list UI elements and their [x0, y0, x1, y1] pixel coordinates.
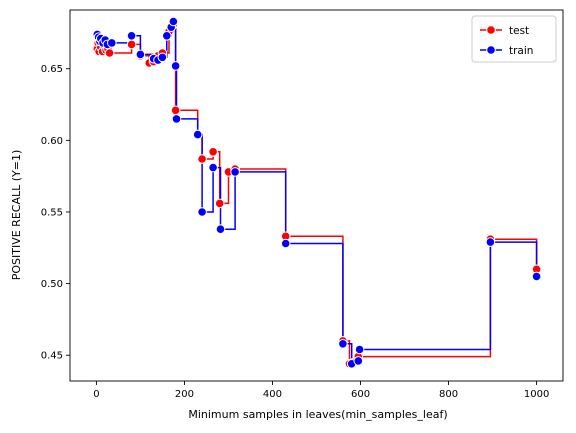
- data-point-train: [338, 339, 348, 349]
- data-point-train: [485, 237, 496, 247]
- x-tick-label: 600: [351, 389, 370, 400]
- y-axis-label: POSITIVE RECALL (Y=1): [10, 150, 23, 281]
- data-point-train: [280, 238, 291, 249]
- legend: test train: [471, 15, 557, 63]
- legend-marker-test: [486, 25, 496, 35]
- series-line-train: [97, 20, 538, 365]
- data-point-train: [126, 31, 137, 41]
- data-point-train: [171, 114, 182, 124]
- data-point-train: [531, 271, 542, 282]
- data-point-train: [215, 224, 226, 234]
- series-layer: [92, 16, 542, 369]
- plot-frame: [69, 9, 564, 382]
- legend-marker-train: [486, 45, 496, 55]
- x-tick-label: 400: [263, 389, 282, 400]
- data-point-train: [192, 129, 203, 140]
- x-axis-label: Minimum samples in leaves(min_samples_le…: [188, 408, 447, 421]
- y-tick-label: 0.50: [41, 279, 63, 290]
- data-point-train: [162, 31, 172, 41]
- data-point-train: [157, 52, 168, 63]
- data-point-test: [208, 147, 218, 157]
- data-point-test: [126, 39, 137, 50]
- series-line-test: [97, 23, 538, 365]
- data-point-train: [230, 167, 240, 177]
- y-tick-label: 0.45: [41, 351, 63, 362]
- x-tick-label: 200: [175, 389, 194, 400]
- data-point-train: [354, 344, 365, 355]
- data-point-train: [170, 61, 181, 71]
- data-point-train: [208, 162, 218, 173]
- data-point-train: [135, 49, 146, 60]
- data-point-train: [168, 16, 179, 27]
- x-tick-label: 0: [93, 389, 99, 400]
- data-point-test: [197, 154, 207, 164]
- data-point-train: [197, 207, 207, 217]
- axis-layer: 0 200 400 600 800 1000 0.45 0.50 0.55 0.60 0.65: [41, 9, 564, 400]
- data-point-train: [107, 38, 117, 48]
- legend-label-test: test: [509, 25, 529, 37]
- y-tick-label: 0.60: [41, 136, 63, 147]
- x-tick-label: 1000: [524, 389, 549, 400]
- legend-label-train: train: [509, 45, 533, 57]
- y-tick-label: 0.65: [41, 64, 63, 75]
- data-point-test: [170, 105, 181, 116]
- data-point-test: [214, 198, 225, 209]
- data-point-train: [353, 356, 364, 366]
- data-point-test: [104, 48, 115, 58]
- x-tick-label: 800: [439, 389, 458, 400]
- y-tick-label: 0.55: [41, 207, 63, 218]
